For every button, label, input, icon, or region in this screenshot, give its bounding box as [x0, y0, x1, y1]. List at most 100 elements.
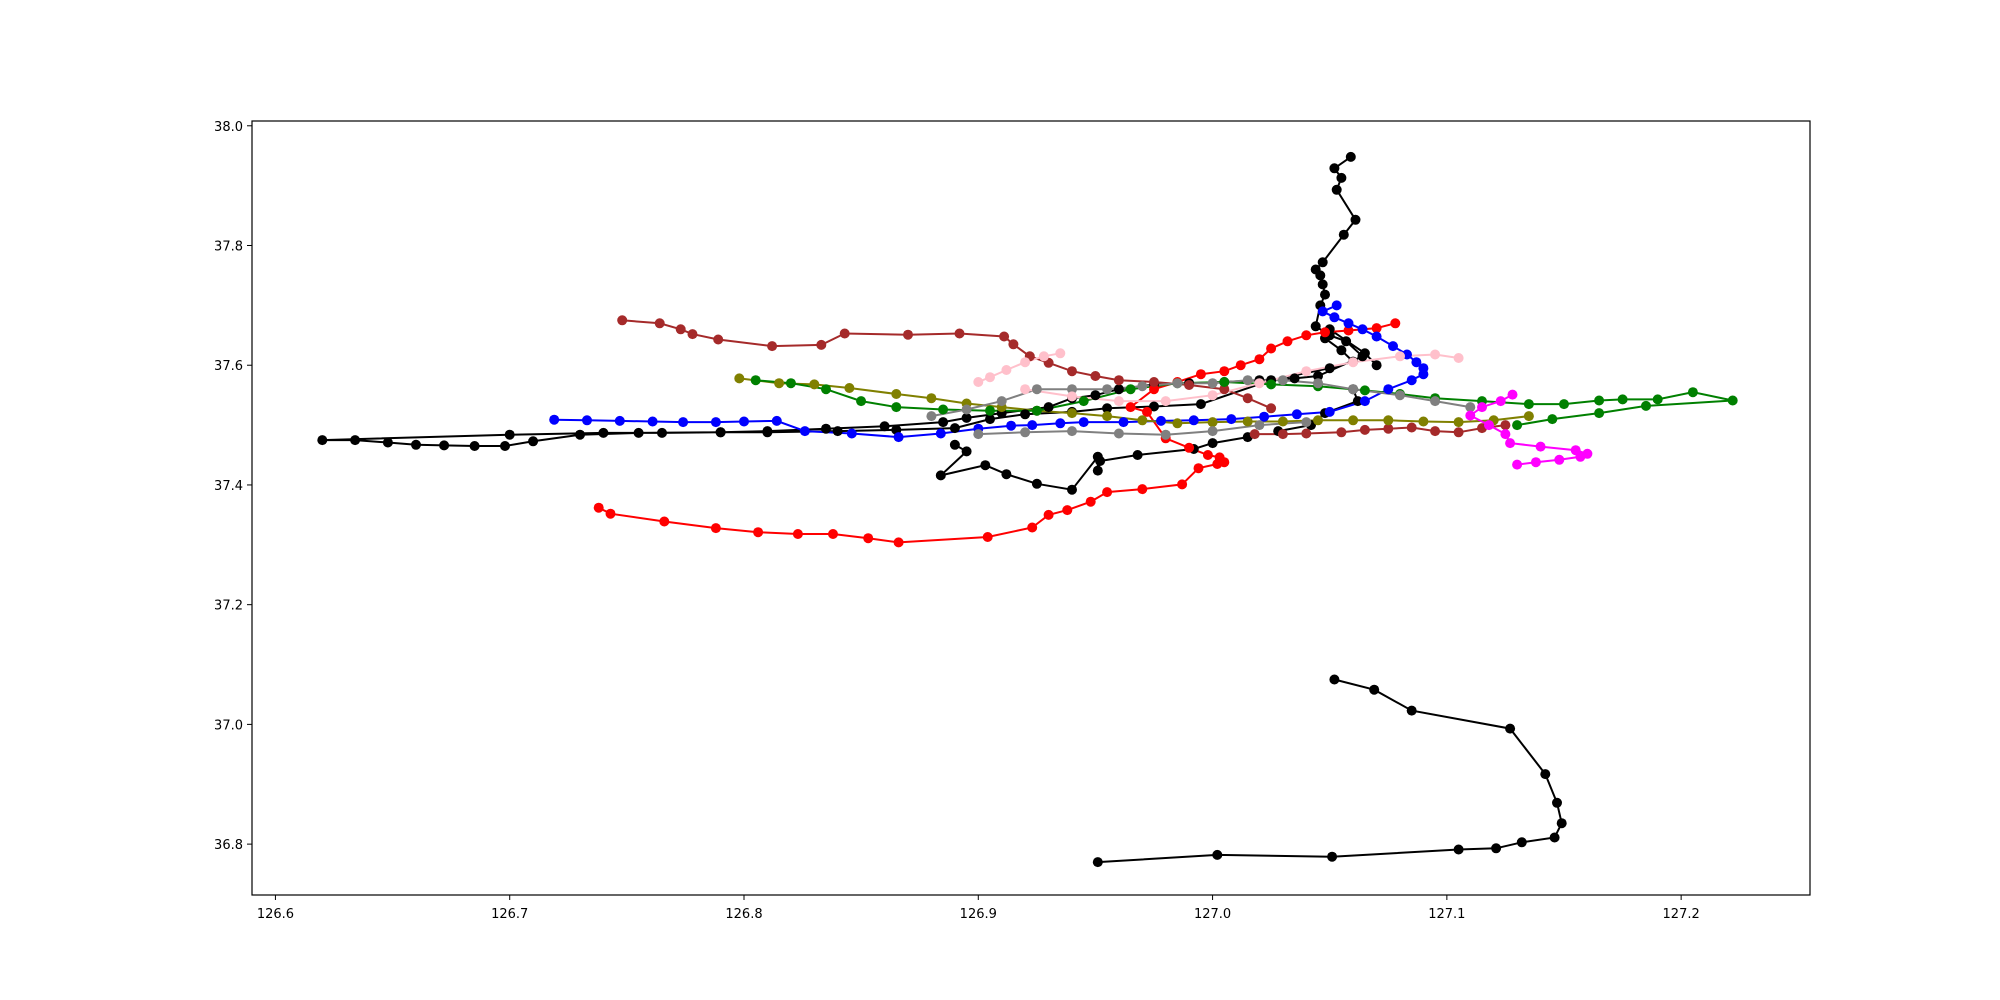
- series-2-point: [1282, 336, 1293, 347]
- y-tick-label: 36.8: [214, 838, 243, 853]
- series-7-point: [961, 404, 972, 415]
- series-8-point: [1067, 391, 1077, 402]
- series-1-point: [1371, 360, 1382, 371]
- x-tick-label: 127.1: [1428, 907, 1465, 922]
- series-9-point: [1465, 410, 1476, 421]
- series-1-point: [1336, 172, 1347, 183]
- series-9-point: [1554, 454, 1565, 465]
- series-3-point: [1188, 415, 1199, 426]
- series-1-point: [1132, 450, 1143, 460]
- series-1-point: [949, 423, 960, 434]
- series-1-point: [1556, 818, 1567, 829]
- series-6-point: [1727, 395, 1738, 406]
- series-6-point: [1652, 394, 1663, 405]
- series-7-point: [1102, 384, 1113, 395]
- series-2-point: [893, 537, 904, 548]
- series-2-point: [1142, 406, 1152, 417]
- x-axis: 126.6 126.7 126.8 126.9 127.0 127.1 127.2: [257, 895, 1700, 922]
- series-5-point: [774, 378, 785, 389]
- series-1-point: [1090, 390, 1101, 401]
- x-tick-label: 126.9: [960, 907, 997, 922]
- series-1-point: [1195, 399, 1206, 410]
- series-1-point: [938, 417, 949, 428]
- series-7-point: [1020, 427, 1031, 438]
- series-1-point: [382, 437, 393, 448]
- series-5-point: [809, 379, 820, 390]
- series-1-point: [1207, 438, 1218, 449]
- series-4-point: [1249, 429, 1260, 440]
- series-1-point: [1289, 373, 1300, 384]
- series-3-point: [893, 432, 904, 443]
- series-7-point: [1067, 384, 1077, 395]
- series-2-point: [1149, 384, 1159, 395]
- series-9-point: [1477, 402, 1487, 413]
- series-3-point: [1418, 363, 1429, 374]
- series-4-point: [1067, 366, 1077, 377]
- series-5-point: [1418, 416, 1429, 427]
- series-3-point: [1259, 411, 1270, 422]
- series-2-point: [1371, 323, 1382, 334]
- series-4-point: [1430, 426, 1441, 437]
- series-1-point: [1369, 684, 1380, 695]
- series-1-point: [439, 440, 450, 451]
- series-2-point: [593, 502, 604, 513]
- series-8-point: [1348, 357, 1359, 368]
- series-9-point: [1505, 438, 1516, 449]
- series-1-point: [1324, 363, 1335, 374]
- series-2-point: [1254, 354, 1265, 365]
- series-1-point: [980, 460, 991, 471]
- series-6-point: [785, 378, 796, 389]
- series-1-point: [1352, 396, 1363, 407]
- series-1-point: [935, 470, 946, 481]
- series-3-point: [1118, 417, 1129, 428]
- series-1-point: [1345, 151, 1356, 162]
- series-7-point: [1254, 420, 1265, 431]
- series-3-point: [1383, 384, 1394, 395]
- series-1-point: [1320, 289, 1330, 300]
- y-tick-label: 37.8: [214, 240, 243, 255]
- series-7-point: [1172, 378, 1183, 389]
- series-5-point: [1313, 415, 1323, 426]
- series-1-point: [1327, 851, 1338, 862]
- y-axis: 36.8 37.0 37.2 37.4 37.6 37.8 38.0: [214, 120, 252, 853]
- series-5-point: [926, 393, 937, 404]
- x-tick-label: 126.6: [257, 907, 294, 922]
- series-1-point: [1043, 402, 1054, 413]
- y-tick-label: 37.0: [214, 718, 243, 733]
- series-5-point: [734, 373, 745, 384]
- series-1-point: [504, 429, 515, 440]
- series-6-point: [1078, 396, 1089, 407]
- series-1-point: [500, 441, 510, 451]
- series-2-point: [659, 516, 670, 527]
- series-4-point: [816, 339, 827, 350]
- series-2-point: [1184, 442, 1195, 453]
- series-8-point: [1395, 351, 1405, 362]
- series-2-point: [1266, 343, 1277, 354]
- series-3-point: [846, 428, 857, 439]
- series-2-point: [710, 523, 721, 534]
- series-1-point: [1505, 723, 1516, 734]
- series-7-point: [926, 411, 937, 422]
- series-2-point: [1062, 505, 1073, 516]
- series-2-point: [1193, 463, 1204, 474]
- series-3-point: [1006, 420, 1017, 431]
- series-7-point: [1160, 429, 1171, 440]
- series-2-point: [1195, 369, 1206, 380]
- series-1-point: [1067, 484, 1077, 495]
- series-3-point: [935, 428, 946, 439]
- series-7-point: [973, 429, 984, 440]
- series-4-point: [1090, 371, 1101, 381]
- series-3-point: [1331, 300, 1342, 311]
- series-9-point: [1484, 420, 1494, 431]
- series-5-point: [1102, 411, 1113, 422]
- series-4-point: [1453, 427, 1464, 438]
- series-6-point: [1547, 414, 1558, 425]
- series-7-point: [1031, 384, 1042, 395]
- series-5-point: [1067, 408, 1077, 419]
- series-5-point: [1348, 415, 1359, 426]
- series-3-point: [771, 415, 782, 426]
- series-2-point: [1085, 496, 1096, 507]
- series-5-point: [1137, 415, 1148, 426]
- series-3-point: [1324, 406, 1335, 417]
